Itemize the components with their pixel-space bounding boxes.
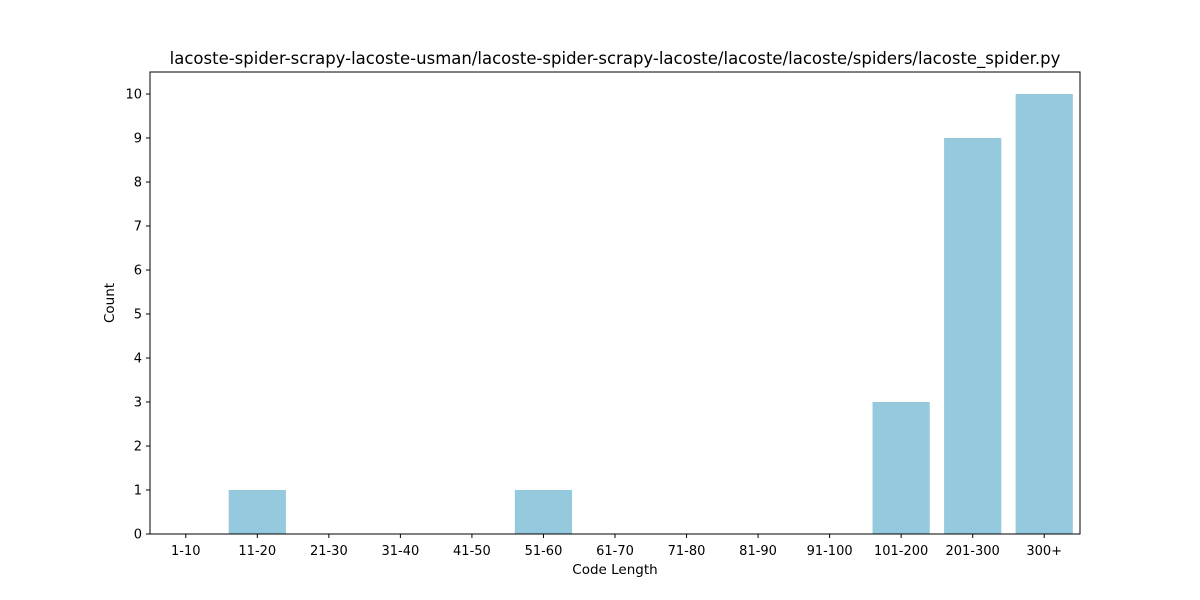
- x-axis-label: Code Length: [572, 562, 657, 578]
- x-tick-label: 71-80: [668, 544, 706, 559]
- chart-title: lacoste-spider-scrapy-lacoste-usman/laco…: [170, 49, 1061, 69]
- y-tick-label: 4: [134, 352, 142, 367]
- bar-300+: [1015, 94, 1073, 534]
- y-tick-label: 3: [134, 396, 142, 411]
- x-tick-label: 91-100: [807, 544, 853, 559]
- x-tick-label: 21-30: [310, 544, 348, 559]
- y-tick-label: 1: [134, 484, 142, 499]
- bars-layer: [228, 94, 1073, 534]
- x-tick-label: 31-40: [381, 544, 419, 559]
- bar-51-60: [514, 490, 573, 534]
- x-axis: 1-10 11-20 21-30 31-40 41-50 51-60 61-70 71-80 8…: [171, 534, 1062, 559]
- y-tick-label: 6: [134, 264, 142, 279]
- y-axis: 0 1 2 3 4 5 6 7 8 9 10: [125, 88, 150, 543]
- x-tick-label: 101-200: [874, 544, 928, 559]
- bar-101-200: [872, 402, 930, 534]
- x-tick-label: 1-10: [171, 544, 201, 559]
- y-tick-label: 9: [134, 132, 142, 147]
- y-tick-label: 10: [125, 88, 142, 103]
- y-tick-label: 8: [134, 176, 142, 191]
- x-tick-label: 61-70: [596, 544, 634, 559]
- x-tick-label: 51-60: [525, 544, 563, 559]
- y-axis-label: Count: [102, 283, 118, 323]
- y-tick-label: 2: [134, 440, 142, 455]
- x-tick-label: 11-20: [238, 544, 276, 559]
- bar-201-300: [944, 138, 1002, 534]
- x-tick-label: 81-90: [739, 544, 777, 559]
- bar-11-20: [228, 490, 286, 534]
- y-tick-label: 0: [134, 528, 142, 543]
- y-tick-label: 5: [134, 308, 142, 323]
- x-tick-label: 201-300: [946, 544, 1000, 559]
- y-tick-label: 7: [134, 220, 142, 235]
- x-tick-label: 300+: [1026, 544, 1062, 559]
- x-tick-label: 41-50: [453, 544, 491, 559]
- plot-frame: [149, 71, 1081, 535]
